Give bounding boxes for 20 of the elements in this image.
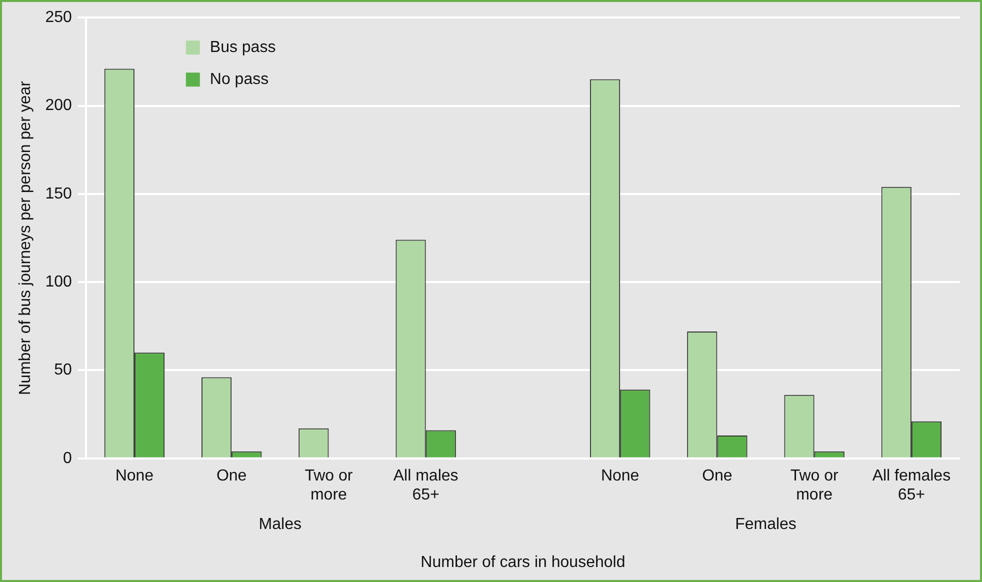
y-axis-title: Number of bus journeys per person per year bbox=[17, 80, 34, 395]
y-tick-label: 100 bbox=[45, 273, 72, 290]
x-axis-title: Number of cars in household bbox=[420, 554, 626, 571]
y-tick-label: 50 bbox=[54, 362, 72, 379]
y-tick-label: 0 bbox=[62, 450, 72, 467]
legend-label: No pass bbox=[210, 71, 269, 88]
legend-label: Bus pass bbox=[210, 39, 276, 56]
text: Females bbox=[735, 516, 796, 533]
x-tick-label: All females 65+ bbox=[872, 467, 951, 504]
x-tick-label: Two or more bbox=[304, 467, 354, 504]
x-tick-label: All males 65+ bbox=[393, 467, 458, 504]
x-tick-label: One bbox=[216, 467, 247, 484]
x-tick-label: None bbox=[115, 467, 154, 484]
x-tick-label: Two or more bbox=[790, 467, 839, 504]
y-tick-label: 150 bbox=[45, 185, 72, 202]
y-tick-label: 250 bbox=[45, 9, 72, 26]
y-tick-label: 200 bbox=[45, 97, 72, 114]
x-tick-label: None bbox=[600, 467, 640, 484]
x-tick-label: One bbox=[702, 467, 732, 484]
text: Males bbox=[258, 516, 302, 533]
